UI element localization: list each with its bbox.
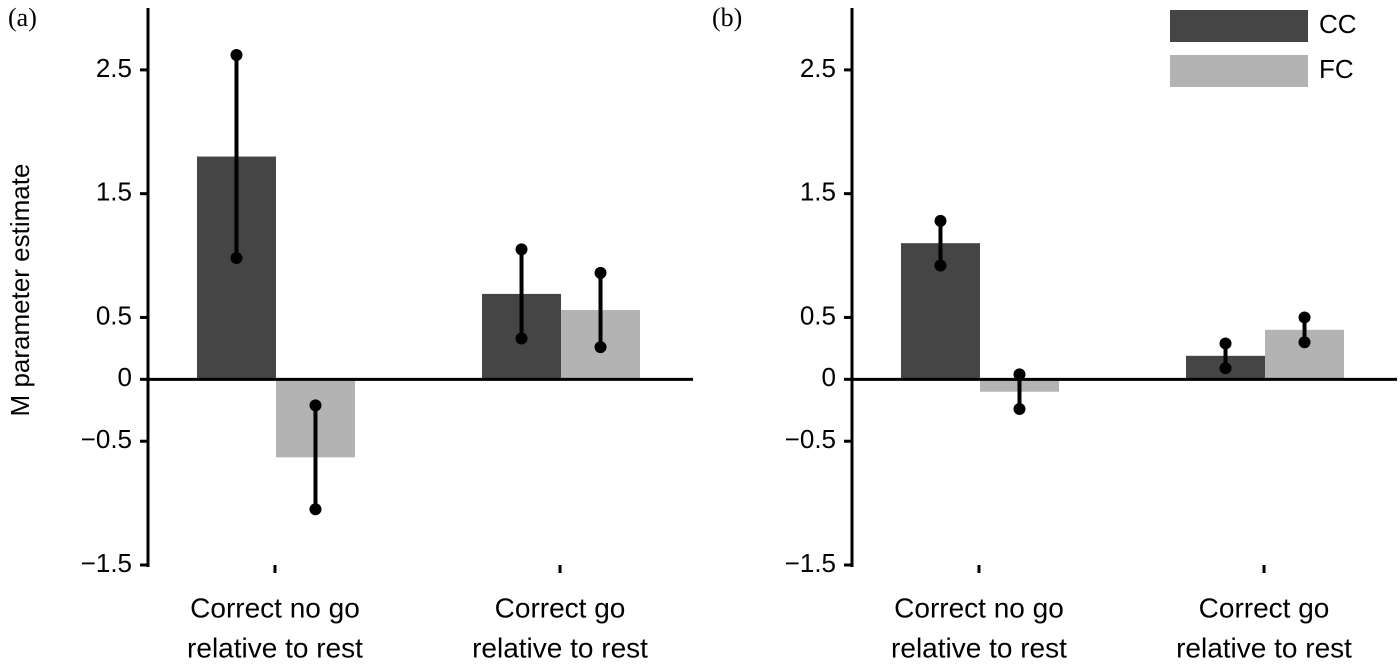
y-tick-label: 0.5 — [800, 300, 836, 330]
error-cap — [230, 49, 243, 62]
y-tick-label: 0.5 — [96, 300, 132, 330]
y-tick-label: 0 — [822, 362, 836, 392]
legend-label: CC — [1319, 9, 1357, 39]
error-cap — [515, 243, 528, 256]
error-cap — [1298, 311, 1311, 324]
error-cap — [1219, 337, 1232, 350]
error-cap — [230, 252, 243, 265]
x-tick-label: Correct go — [495, 592, 626, 623]
x-tick-label: relative to rest — [1176, 632, 1352, 663]
y-tick-label: −0.5 — [81, 424, 132, 454]
x-tick-label: Correct go — [1199, 592, 1330, 623]
x-tick-label: relative to rest — [891, 632, 1067, 663]
x-tick-label: relative to rest — [472, 632, 648, 663]
y-tick-label: −1.5 — [785, 548, 836, 578]
error-cap — [934, 214, 947, 227]
x-tick-label: Correct no go — [894, 592, 1064, 623]
y-tick-label: 2.5 — [96, 53, 132, 83]
legend-label: FC — [1319, 54, 1354, 84]
y-tick-label: −1.5 — [81, 548, 132, 578]
error-cap — [1013, 403, 1026, 416]
y-axis-label: M parameter estimate — [5, 164, 35, 417]
legend-swatch — [1170, 55, 1308, 87]
error-cap — [1219, 362, 1232, 375]
y-tick-label: 2.5 — [800, 53, 836, 83]
error-cap — [515, 332, 528, 345]
legend-swatch — [1170, 10, 1308, 42]
y-tick-label: 0 — [118, 362, 132, 392]
error-cap — [1013, 368, 1026, 381]
x-tick-label: relative to rest — [187, 632, 363, 663]
error-cap — [309, 399, 322, 412]
y-tick-label: −0.5 — [785, 424, 836, 454]
panel-label: (b) — [712, 3, 742, 32]
x-tick-label: Correct no go — [190, 592, 360, 623]
panel-label: (a) — [8, 3, 37, 32]
error-cap — [1298, 336, 1311, 349]
error-cap — [594, 341, 607, 354]
error-cap — [309, 503, 322, 516]
y-tick-label: 1.5 — [96, 177, 132, 207]
error-cap — [594, 266, 607, 279]
error-cap — [934, 259, 947, 272]
y-tick-label: 1.5 — [800, 177, 836, 207]
